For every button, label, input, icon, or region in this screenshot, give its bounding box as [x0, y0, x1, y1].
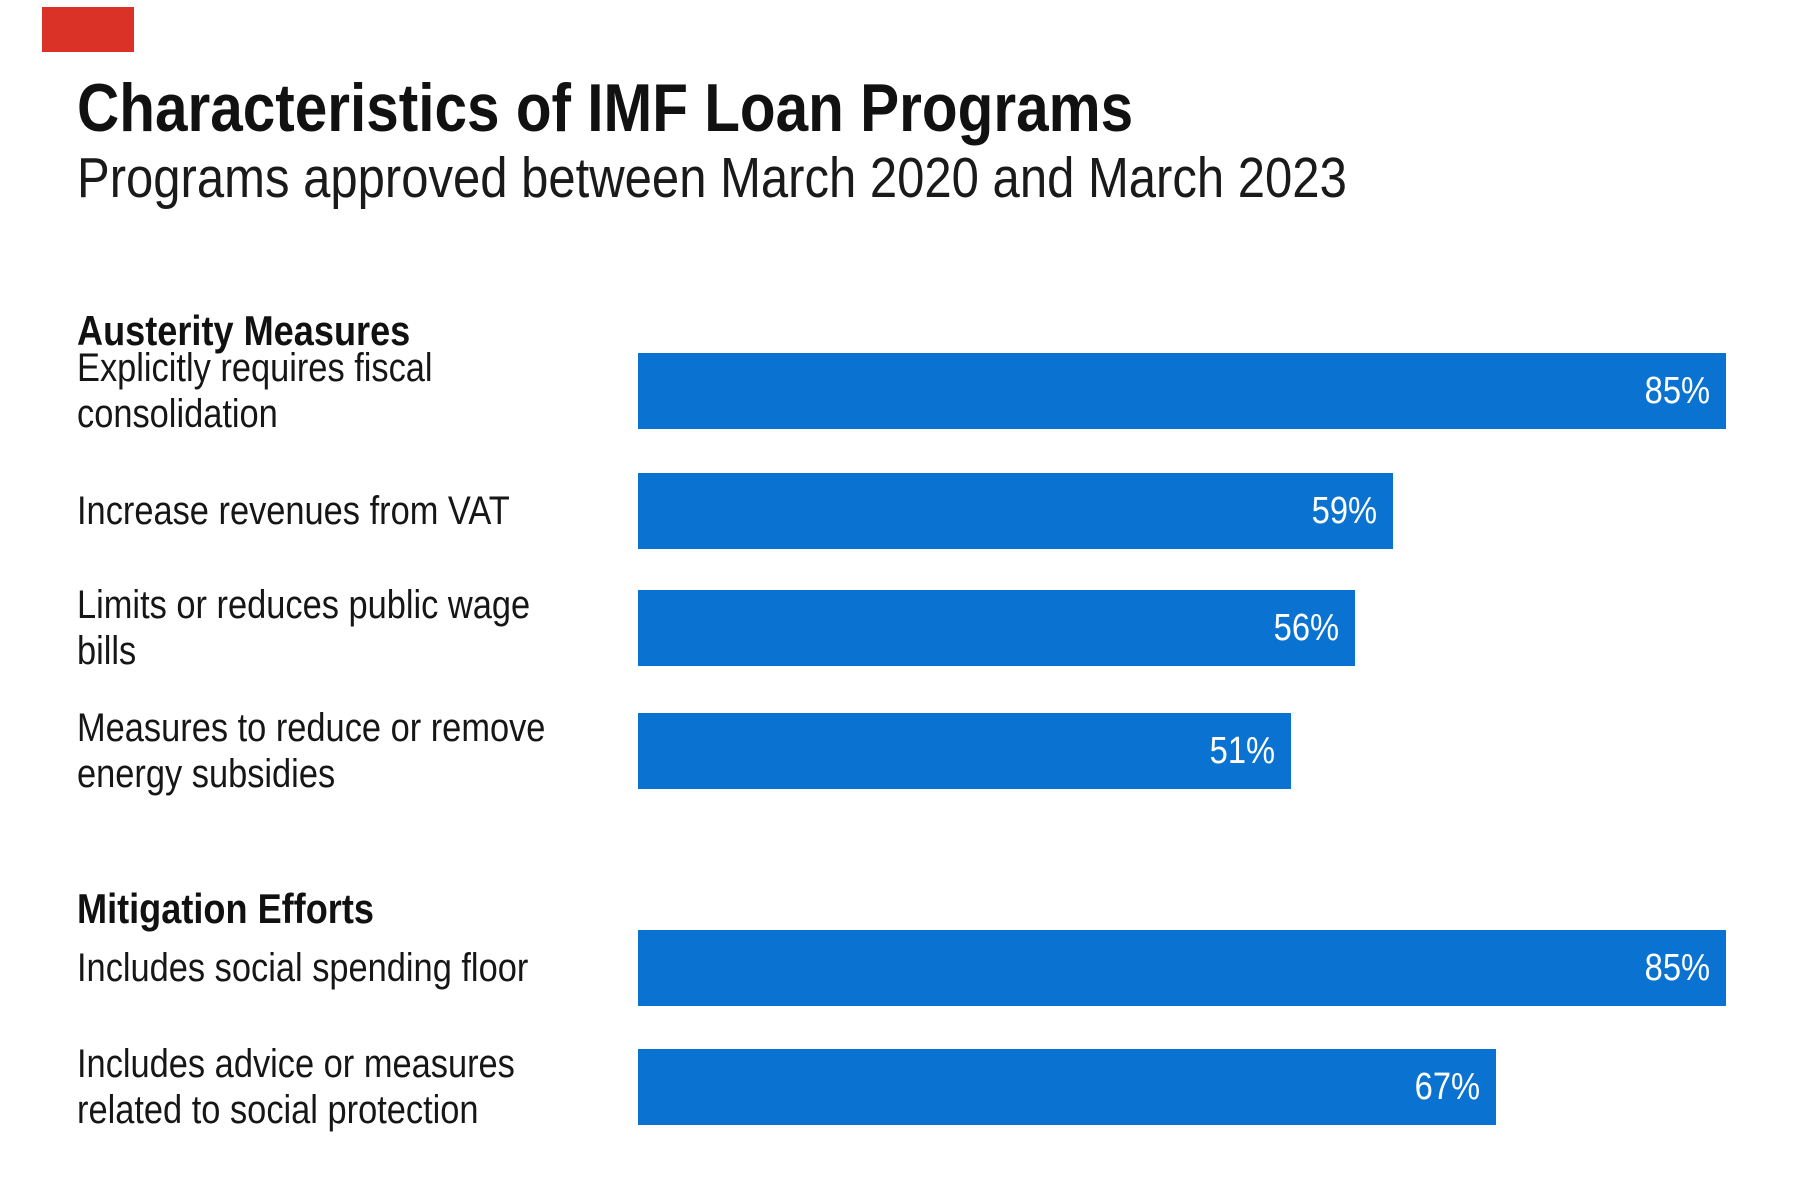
bar: 59%	[638, 473, 1393, 549]
bar-value: 59%	[1311, 489, 1377, 532]
bar-value: 67%	[1414, 1065, 1480, 1108]
chart-row: Measures to reduce or remove energy subs…	[0, 706, 1800, 796]
bar-value: 85%	[1644, 369, 1710, 412]
bar-label-text: Includes advice or measures related to s…	[77, 1041, 515, 1132]
bar-label-text: Limits or reduces public wage bills	[77, 582, 531, 673]
bar-label-text: Increase revenues from VAT	[77, 488, 510, 533]
bar-label: Explicitly requires fiscal consolidation	[77, 346, 622, 436]
bar-value: 56%	[1273, 606, 1339, 649]
bar-value: 51%	[1209, 729, 1275, 772]
bar-value: 85%	[1644, 946, 1710, 989]
bar-label: Measures to reduce or remove energy subs…	[77, 706, 622, 796]
section-heading-mitigation-efforts: Mitigation Efforts	[77, 884, 422, 934]
chart-subtitle-text: Programs approved between March 2020 and…	[77, 146, 1347, 210]
section-heading-text: Mitigation Efforts	[77, 885, 374, 932]
section-heading-austerity-measures: Austerity Measures	[77, 306, 465, 356]
chart-title: Characteristics of IMF Loan Programs	[77, 74, 1305, 142]
bar: 85%	[638, 353, 1726, 429]
chart-subtitle: Programs approved between March 2020 and…	[77, 150, 1554, 207]
bar: 67%	[638, 1049, 1496, 1125]
chart-row: Increase revenues from VAT 59%	[0, 473, 1800, 549]
bar-label-text: Measures to reduce or remove energy subs…	[77, 705, 546, 796]
chart-row: Includes social spending floor 85%	[0, 930, 1800, 1006]
chart-row: Explicitly requires fiscal consolidation…	[0, 346, 1800, 436]
chart-row: Limits or reduces public wage bills 56%	[0, 583, 1800, 673]
chart-title-text: Characteristics of IMF Loan Programs	[77, 70, 1134, 146]
bar: 85%	[638, 930, 1726, 1006]
section-heading-text: Austerity Measures	[77, 307, 411, 354]
bar-label: Increase revenues from VAT	[77, 473, 622, 549]
logo-mark	[42, 7, 134, 52]
bar: 51%	[638, 713, 1291, 789]
bar-label: Limits or reduces public wage bills	[77, 583, 622, 673]
bar-label-text: Explicitly requires fiscal consolidation	[77, 345, 433, 436]
bar: 56%	[638, 590, 1355, 666]
bar-label: Includes advice or measures related to s…	[77, 1042, 622, 1132]
bar-label: Includes social spending floor	[77, 930, 622, 1006]
bar-label-text: Includes social spending floor	[77, 945, 529, 990]
chart-row: Includes advice or measures related to s…	[0, 1042, 1800, 1132]
